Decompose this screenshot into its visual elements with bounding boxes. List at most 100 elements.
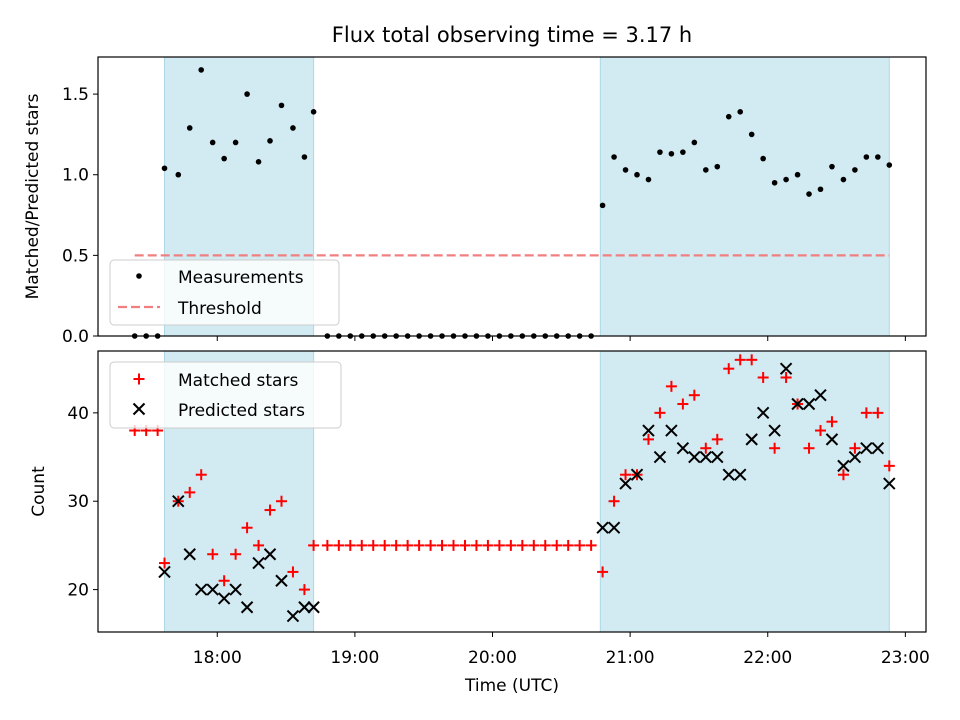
measurement-point	[703, 167, 709, 173]
matched-star-point	[482, 539, 494, 551]
matched-star-point	[780, 372, 792, 384]
x-marker-b	[298, 601, 311, 614]
matched-star-point	[516, 539, 528, 551]
predicted-star-point	[183, 548, 196, 561]
measurement-point	[737, 109, 744, 115]
matched-star-point	[746, 354, 758, 366]
measurement-point	[599, 202, 606, 209]
x-marker-b	[802, 397, 816, 411]
x-tick-label: 21:00	[606, 648, 655, 668]
matched-star-point	[333, 539, 345, 551]
top-axes: 0.0 0.5 1.0 1.5	[62, 56, 927, 347]
x-marker-b	[275, 574, 288, 587]
matched-star-point	[872, 407, 884, 419]
bottom-axes: 20 30 40 18:00 19:00 20:00 21:00 22:00 23:00	[67, 350, 930, 668]
matched-star-point	[308, 539, 320, 551]
measurement-point	[875, 154, 881, 160]
measurement-point	[783, 176, 789, 183]
predicted-star-point	[688, 450, 701, 464]
measurement-point	[748, 131, 755, 138]
predicted-star-point	[596, 521, 609, 534]
matched-star-point	[734, 354, 746, 366]
matched-star-point	[195, 469, 207, 481]
top-legend: Measurements Threshold	[109, 259, 340, 326]
matched-star-point	[298, 584, 310, 596]
predicted-star-point	[619, 477, 632, 490]
measurement-point	[310, 109, 317, 115]
predicted-star-point	[779, 362, 793, 375]
measurement-point	[725, 113, 732, 120]
matched-star-point	[448, 539, 460, 551]
measurement-point	[829, 163, 835, 170]
x-marker-b	[653, 450, 667, 464]
x-marker-b	[619, 477, 632, 490]
matched-star-point	[287, 566, 299, 578]
predicted-star-point	[734, 468, 747, 481]
measurement-point	[175, 171, 182, 178]
predicted-star-point	[860, 441, 873, 455]
x-marker-b	[779, 362, 793, 375]
measurement-point	[186, 125, 193, 131]
predicted-star-point	[630, 468, 644, 481]
measurement-point	[794, 171, 801, 178]
top-y-tick-label: 0.0	[62, 327, 89, 347]
matched-star-point	[413, 539, 425, 551]
x-marker-b	[825, 433, 839, 446]
matched-star-point	[700, 442, 712, 454]
measurement-point	[886, 162, 893, 168]
x-marker-b	[217, 592, 231, 605]
x-marker-b	[871, 441, 885, 455]
matched-star-point	[493, 539, 505, 551]
x-marker-b	[286, 609, 300, 623]
measurement-point	[278, 102, 285, 109]
x-marker-b	[607, 521, 621, 534]
top-shade-2	[599, 56, 890, 337]
predicted-star-point	[711, 450, 724, 464]
measurement-point	[863, 154, 870, 160]
measurement-point	[290, 125, 296, 131]
matched-star-point	[390, 539, 402, 551]
measurement-point	[806, 191, 812, 197]
matched-star-point	[367, 539, 379, 551]
x-marker-b	[206, 583, 219, 596]
predicted-star-point	[217, 592, 231, 605]
top-y-tick-label: 1.0	[62, 166, 89, 186]
matched-star-point	[757, 372, 769, 384]
bottom-axes-frame	[97, 350, 927, 633]
measurement-point	[161, 165, 168, 172]
top-y-tick-label: 1.5	[62, 85, 89, 105]
x-marker-b	[860, 441, 873, 455]
legend-measurement-marker	[136, 273, 142, 279]
predicted-star-point	[298, 601, 311, 614]
top-y-axis-label: Matched/Predicted stars	[23, 93, 43, 299]
predicted-star-point	[745, 433, 758, 446]
predicted-star-point	[307, 601, 320, 614]
matched-star-point	[505, 539, 517, 551]
matched-star-point	[642, 433, 654, 445]
matched-star-point	[688, 389, 700, 401]
matched-star-point	[585, 539, 597, 551]
measurement-point	[622, 167, 629, 173]
matched-star-point	[436, 539, 448, 551]
measurement-point	[852, 167, 858, 173]
matched-star-point	[608, 495, 620, 507]
x-marker-b	[158, 565, 171, 579]
bottom-y-tick-label: 40	[67, 404, 89, 424]
matched-star-point	[677, 398, 689, 410]
predicted-star-point	[883, 477, 896, 490]
matched-star-point	[253, 539, 265, 551]
measurement-point	[714, 163, 721, 170]
legend-matched-label: Matched stars	[178, 371, 298, 391]
measurement-point	[634, 171, 640, 178]
predicted-star-point	[825, 433, 839, 446]
chart-title: Flux total observing time = 3.17 h	[332, 23, 692, 47]
x-marker-b	[172, 495, 185, 508]
x-marker-b	[252, 556, 265, 570]
matched-star-point	[528, 539, 540, 551]
measurement-point	[221, 155, 227, 162]
bottom-y-tick-label: 30	[67, 492, 89, 512]
matched-star-point	[883, 460, 895, 472]
x-tick-label: 22:00	[743, 648, 792, 668]
matched-star-point	[803, 442, 815, 454]
predicted-star-point	[132, 402, 146, 416]
